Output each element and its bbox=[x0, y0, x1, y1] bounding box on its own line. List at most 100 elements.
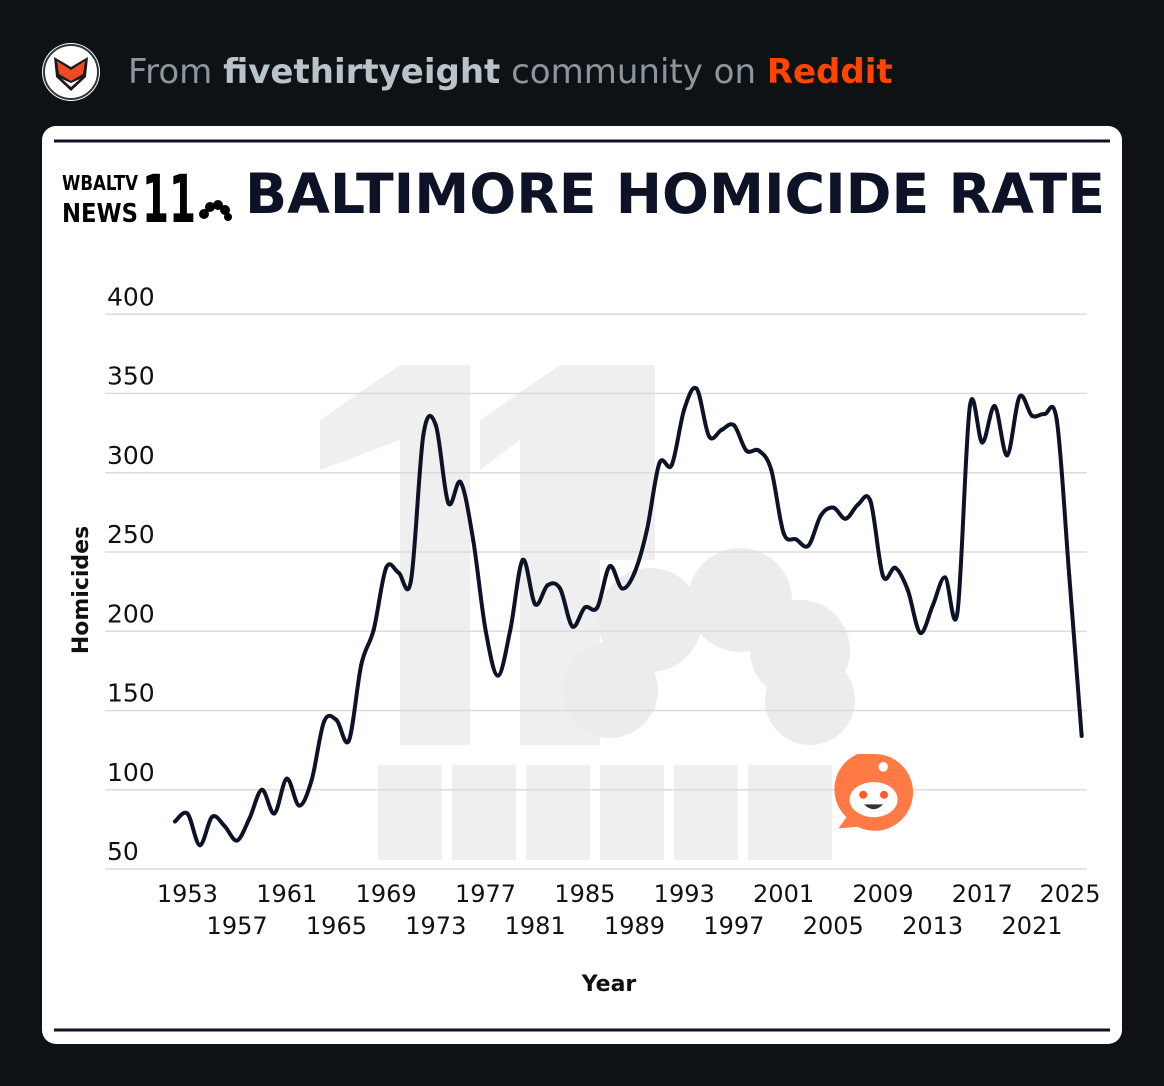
homicide-chart: WBALTV NEWS 11 BALTIMORE HOMICIDE RATE 4… bbox=[54, 139, 1110, 1032]
data-point bbox=[831, 505, 836, 510]
data-points bbox=[173, 386, 1084, 848]
data-point bbox=[446, 500, 451, 505]
data-point bbox=[905, 588, 910, 593]
fox-icon bbox=[43, 44, 99, 100]
reddit-snoo-icon[interactable] bbox=[834, 753, 914, 831]
prefix-text: From bbox=[128, 52, 213, 92]
data-point bbox=[620, 586, 625, 591]
x-tick-label: 2009 bbox=[852, 880, 913, 908]
data-point bbox=[918, 630, 923, 635]
y-tick-label: 300 bbox=[107, 441, 155, 470]
data-point bbox=[707, 434, 712, 439]
data-point bbox=[185, 811, 190, 816]
x-tick-label: 2005 bbox=[803, 912, 864, 940]
data-point bbox=[1067, 573, 1072, 578]
data-point bbox=[781, 530, 786, 535]
data-point bbox=[744, 448, 749, 453]
data-point bbox=[545, 583, 550, 588]
data-point bbox=[173, 819, 177, 824]
logo-number: 11 bbox=[142, 161, 196, 238]
data-point bbox=[458, 480, 463, 485]
y-tick-label: 350 bbox=[107, 362, 155, 391]
data-point bbox=[769, 467, 774, 472]
data-point bbox=[756, 448, 761, 453]
platform-link[interactable]: Reddit bbox=[766, 52, 893, 92]
data-point bbox=[856, 502, 861, 507]
data-point bbox=[408, 578, 413, 583]
data-point bbox=[533, 602, 538, 607]
data-point bbox=[570, 624, 575, 629]
x-tick-label: 1981 bbox=[505, 912, 566, 940]
y-tick-label: 250 bbox=[107, 520, 155, 549]
data-point bbox=[632, 570, 637, 575]
data-point bbox=[607, 564, 612, 569]
data-point bbox=[1005, 453, 1010, 458]
data-point bbox=[880, 573, 885, 578]
x-tick-label: 1965 bbox=[306, 912, 367, 940]
logo-line1: WBALTV bbox=[62, 171, 138, 195]
x-tick-label: 2021 bbox=[1001, 912, 1062, 940]
data-point bbox=[992, 404, 997, 409]
data-point bbox=[893, 565, 898, 570]
data-point bbox=[396, 570, 401, 575]
data-point bbox=[272, 811, 277, 816]
source-text: From fivethirtyeight community on Reddit bbox=[128, 52, 893, 92]
x-axis-label: Year bbox=[581, 972, 637, 997]
data-point bbox=[309, 778, 314, 783]
data-point bbox=[582, 605, 587, 610]
x-tick-label: 2025 bbox=[1039, 880, 1100, 908]
data-point bbox=[1079, 733, 1084, 738]
chart-title: BALTIMORE HOMICIDE RATE bbox=[245, 162, 1105, 226]
x-tick-label: 2013 bbox=[902, 912, 963, 940]
data-point bbox=[794, 537, 798, 542]
data-point bbox=[719, 427, 724, 432]
data-point bbox=[222, 824, 227, 829]
community-avatar[interactable] bbox=[42, 43, 100, 101]
data-point bbox=[371, 627, 376, 632]
data-point bbox=[508, 627, 513, 632]
data-point bbox=[669, 462, 674, 467]
watermark-11-wbaltv-icon bbox=[320, 365, 855, 860]
data-point bbox=[694, 386, 699, 391]
y-tick-label: 150 bbox=[107, 679, 155, 708]
data-point bbox=[943, 575, 948, 580]
x-tick-label: 1961 bbox=[256, 880, 317, 908]
data-point bbox=[868, 499, 873, 504]
data-point bbox=[421, 432, 426, 437]
y-tick-labels: 400 350 300 250 200 150 100 50 bbox=[107, 282, 155, 866]
x-tick-label: 1973 bbox=[405, 912, 466, 940]
data-point bbox=[247, 816, 252, 821]
logo-line2: NEWS bbox=[62, 199, 138, 229]
data-point bbox=[1054, 418, 1059, 423]
data-point bbox=[284, 776, 289, 781]
x-tick-label: 1957 bbox=[207, 912, 268, 940]
y-tick-label: 400 bbox=[107, 282, 155, 311]
series-line-homicides bbox=[173, 385, 1084, 848]
x-tick-label: 1969 bbox=[356, 880, 417, 908]
data-point bbox=[980, 440, 985, 445]
chart-card: WBALTV NEWS 11 BALTIMORE HOMICIDE RATE 4… bbox=[42, 126, 1122, 1044]
x-tick-label: 1997 bbox=[703, 912, 764, 940]
data-point bbox=[210, 814, 215, 819]
x-tick-label: 2001 bbox=[753, 880, 814, 908]
x-tick-label: 1977 bbox=[455, 880, 516, 908]
middle-text: community on bbox=[511, 52, 756, 92]
x-tick-label: 1993 bbox=[654, 880, 715, 908]
data-point bbox=[595, 605, 600, 610]
data-point bbox=[731, 423, 736, 428]
community-link[interactable]: fivethirtyeight bbox=[223, 52, 501, 92]
x-tick-label: 2017 bbox=[952, 880, 1013, 908]
data-point bbox=[657, 461, 662, 466]
wbaltv-logo: WBALTV NEWS 11 bbox=[62, 161, 232, 238]
data-point bbox=[334, 718, 339, 723]
data-point bbox=[346, 738, 351, 743]
data-point bbox=[818, 513, 823, 518]
data-point bbox=[1029, 413, 1034, 418]
x-tick-labels: 1953 1957 1961 1965 1969 1973 1977 1981 1985 1989… bbox=[157, 880, 1101, 940]
y-axis-label: Homicides bbox=[69, 526, 94, 654]
data-point bbox=[235, 838, 240, 843]
data-point bbox=[495, 673, 500, 678]
data-point bbox=[297, 803, 302, 808]
data-point bbox=[955, 610, 960, 615]
x-tick-label: 1953 bbox=[157, 880, 218, 908]
